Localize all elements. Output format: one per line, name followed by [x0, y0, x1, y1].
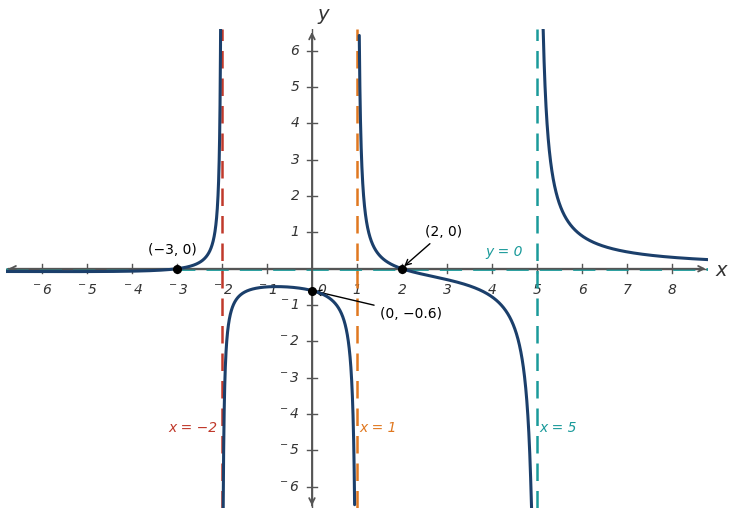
Text: x = −2: x = −2: [168, 421, 217, 435]
Text: $^-$2: $^-$2: [277, 335, 300, 348]
Text: 3: 3: [443, 283, 452, 297]
Text: 3: 3: [290, 153, 300, 167]
Text: x: x: [715, 261, 727, 280]
Text: 5: 5: [290, 80, 300, 94]
Text: (2, 0): (2, 0): [406, 225, 462, 265]
Text: $^-$3: $^-$3: [277, 371, 300, 384]
Text: $^-$1: $^-$1: [279, 298, 300, 312]
Text: $^-$1: $^-$1: [257, 283, 278, 297]
Text: (−3, 0): (−3, 0): [148, 243, 197, 257]
Text: 1: 1: [290, 226, 300, 240]
Text: 7: 7: [623, 283, 632, 297]
Text: y = 0: y = 0: [485, 245, 523, 259]
Text: 4: 4: [488, 283, 496, 297]
Text: x = 5: x = 5: [539, 421, 577, 435]
Text: $^-$3: $^-$3: [166, 283, 188, 297]
Text: 1: 1: [352, 283, 361, 297]
Text: 0: 0: [317, 283, 326, 297]
Text: 2: 2: [398, 283, 406, 297]
Text: 6: 6: [290, 44, 300, 58]
Text: x = 1: x = 1: [359, 421, 397, 435]
Text: $^-$5: $^-$5: [277, 444, 300, 457]
Text: $^-$6: $^-$6: [30, 283, 53, 297]
Text: $^-$5: $^-$5: [75, 283, 98, 297]
Text: $^-$6: $^-$6: [276, 480, 300, 493]
Text: $^-$4: $^-$4: [277, 407, 300, 421]
Text: 8: 8: [668, 283, 677, 297]
Text: $^-$2: $^-$2: [211, 283, 233, 297]
Text: 5: 5: [533, 283, 542, 297]
Text: 2: 2: [290, 189, 300, 203]
Text: 6: 6: [578, 283, 587, 297]
Text: y: y: [317, 5, 329, 24]
Text: $^-$4: $^-$4: [121, 283, 143, 297]
Text: 4: 4: [290, 117, 300, 131]
Text: (0, −0.6): (0, −0.6): [317, 290, 442, 321]
